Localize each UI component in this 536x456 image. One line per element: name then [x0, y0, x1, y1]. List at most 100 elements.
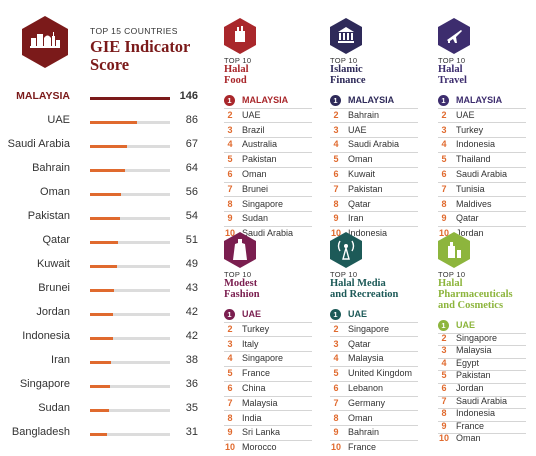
- rank-divider: [224, 166, 312, 168]
- score-bar: [90, 241, 118, 244]
- rank-item: 9 Bahrain: [330, 426, 379, 439]
- rank-badge: 1: [224, 309, 235, 320]
- score-value: 56: [185, 186, 198, 198]
- rank-country: Germany: [348, 397, 386, 408]
- category-title: Halal: [438, 64, 463, 75]
- rank-country: UAE: [348, 309, 368, 319]
- rank-item: 8 Maldives: [438, 198, 491, 211]
- country-label: Sudan: [38, 402, 70, 414]
- rank-number: 10: [330, 442, 341, 453]
- rank-divider: [330, 395, 418, 397]
- rank-divider: [438, 181, 526, 183]
- rank-country: Saudi Arabia: [348, 139, 400, 150]
- rank-number: 10: [224, 228, 235, 239]
- score-bar: [90, 409, 109, 412]
- score-value: 49: [185, 258, 198, 270]
- rank-country: Indonesia: [456, 408, 496, 419]
- rank-item: 10 France: [330, 441, 376, 454]
- top10-label: TOP 10: [330, 270, 358, 279]
- score-bar: [90, 385, 110, 388]
- rank-divider: [330, 196, 418, 198]
- rank-country: China: [242, 383, 266, 393]
- score-bar: [90, 97, 170, 100]
- gie-score-hex-icon: [22, 16, 68, 68]
- rank-divider: [330, 181, 418, 183]
- rank-number: 5: [227, 368, 233, 379]
- rank-item: 6 China: [224, 382, 266, 395]
- rank-item: 5 Thailand: [438, 153, 490, 166]
- rank-divider: [330, 166, 418, 168]
- category-title: Halal Media: [330, 278, 386, 289]
- country-label: UAE: [47, 114, 70, 126]
- rank-country: UAE: [242, 309, 262, 319]
- rank-badge: 1: [438, 95, 449, 106]
- rank-number: 10: [438, 228, 449, 239]
- score-bar: [90, 337, 113, 340]
- rank-divider: [330, 439, 418, 441]
- rank-item: 9 Sudan: [224, 212, 268, 225]
- score-value: 64: [185, 162, 198, 174]
- rank-item: 1 UAE: [438, 319, 475, 332]
- rank-number: 8: [333, 198, 339, 209]
- rank-number: 3: [227, 338, 233, 349]
- rank-country: Saudi Arabia: [456, 395, 508, 406]
- rank-country: Bahrain: [348, 427, 380, 438]
- rank-divider: [330, 211, 418, 213]
- top10-label: TOP 10: [330, 56, 358, 65]
- country-label: Bangladesh: [11, 426, 70, 438]
- score-bar: [90, 193, 121, 196]
- rank-country: Pakistan: [348, 183, 383, 194]
- country-label: Iran: [51, 354, 70, 366]
- rank-divider: [438, 345, 526, 347]
- rank-country: France: [348, 442, 377, 453]
- rank-divider: [224, 410, 312, 412]
- rank-number: 5: [333, 368, 339, 379]
- rank-number: 7: [441, 395, 447, 406]
- rank-number: 3: [333, 338, 339, 349]
- rank-number: 7: [227, 183, 233, 194]
- rank-country: Turkey: [242, 323, 270, 334]
- rank-number: 8: [441, 198, 447, 209]
- rank-number: 6: [441, 169, 447, 179]
- rank-number: 10: [330, 228, 341, 239]
- rank-item: 4 Saudi Arabia: [330, 138, 399, 151]
- rank-country: Sri Lanka: [242, 427, 281, 438]
- rank-item: 5 Pakistan: [438, 369, 490, 382]
- rank-country: Bahrain: [348, 109, 380, 120]
- country-label: Jordan: [36, 306, 70, 318]
- rank-item: 8 Singapore: [224, 198, 283, 211]
- rank-divider: [438, 151, 526, 153]
- rank-divider: [224, 365, 312, 367]
- rank-divider: [438, 433, 526, 435]
- top10-label: TOP 10: [224, 56, 252, 65]
- rank-number: 3: [441, 345, 447, 356]
- rank-number: 6: [441, 383, 447, 393]
- rank-item: 2 UAE: [438, 109, 475, 122]
- rank-country: UAE: [456, 109, 475, 120]
- rank-number: 4: [333, 139, 339, 150]
- rank-country: Singapore: [456, 332, 498, 343]
- score-value: 42: [185, 306, 198, 318]
- rank-item: 1 UAE: [330, 308, 367, 321]
- rank-country: Indonesia: [456, 139, 496, 150]
- rank-country: France: [242, 368, 271, 379]
- rank-item: 6 Kuwait: [330, 168, 375, 181]
- score-title-line2: Score: [90, 55, 130, 74]
- rank-divider: [224, 225, 312, 227]
- rank-number: 9: [333, 427, 339, 438]
- rank-divider: [224, 321, 312, 323]
- rank-divider: [224, 151, 312, 153]
- rank-country: UAE: [456, 320, 476, 330]
- rank-item: 3 Qatar: [330, 338, 370, 351]
- rank-country: Qatar: [456, 213, 479, 224]
- rank-item: 6 Oman: [224, 168, 266, 181]
- rank-country: Italy: [242, 338, 259, 349]
- rank-item: 10 Indonesia: [330, 227, 387, 240]
- rank-divider: [330, 122, 418, 124]
- rank-divider: [438, 420, 526, 422]
- rank-divider: [330, 365, 418, 367]
- score-value: 54: [185, 210, 198, 222]
- rank-item: 10 Jordan: [438, 227, 484, 240]
- rank-divider: [438, 382, 526, 384]
- bar-track: [90, 313, 170, 316]
